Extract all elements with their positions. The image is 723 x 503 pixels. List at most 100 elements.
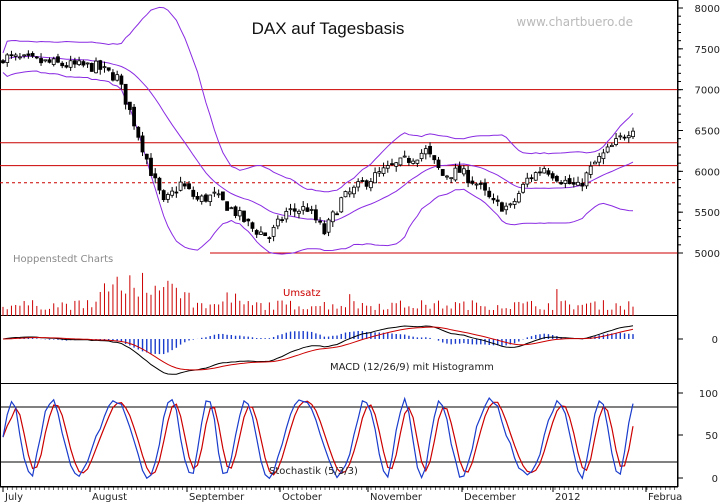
candle-body xyxy=(237,210,242,217)
candle-body xyxy=(47,59,52,63)
candle-body xyxy=(161,190,166,201)
x-tick-label: Februa xyxy=(648,492,682,503)
candle-body xyxy=(292,208,297,212)
y-tick-label: 6500 xyxy=(695,127,720,138)
candle-body xyxy=(445,175,449,178)
candle-body xyxy=(5,54,10,63)
candle-body xyxy=(487,190,492,198)
candle-body xyxy=(559,182,564,185)
candle-body xyxy=(119,75,124,85)
x-tick-label: 2012 xyxy=(555,492,580,503)
candle-body xyxy=(157,177,162,191)
candle-body xyxy=(432,155,437,161)
candle-body xyxy=(132,106,136,127)
candle-body xyxy=(550,173,555,179)
candle-body xyxy=(368,181,373,189)
candle-body xyxy=(144,153,149,160)
price-panel-frame xyxy=(0,0,678,316)
candle-body xyxy=(525,177,530,185)
y-tick-label: 6000 xyxy=(695,167,720,178)
candle-body xyxy=(81,61,86,66)
macd-line xyxy=(2,325,634,375)
candle-body xyxy=(576,181,580,186)
macd-panel-frame xyxy=(0,315,678,384)
candle-body xyxy=(339,197,344,213)
y-tick-label: 5500 xyxy=(695,208,720,219)
candle-body xyxy=(127,101,132,110)
candle-body xyxy=(504,205,509,211)
candle-body xyxy=(343,191,348,198)
candle-body xyxy=(622,136,627,139)
candle-body xyxy=(516,193,521,203)
candle-body xyxy=(216,193,221,196)
candle-body xyxy=(271,226,276,237)
candle-body xyxy=(297,210,301,214)
candle-body xyxy=(309,209,314,211)
x-tick-label: August xyxy=(92,492,127,503)
candle-body xyxy=(618,135,623,138)
candle-body xyxy=(571,182,576,185)
candle-body xyxy=(208,194,213,203)
candle-body xyxy=(390,163,394,166)
candle-body xyxy=(415,159,420,164)
candle-body xyxy=(440,169,445,176)
candle-body xyxy=(254,230,259,235)
candle-body xyxy=(187,183,191,190)
candle-body xyxy=(34,56,39,59)
candle-body xyxy=(495,199,500,202)
candle-body xyxy=(318,220,323,223)
watermark: www.chartbuero.de xyxy=(516,15,633,29)
candle-body xyxy=(106,67,111,71)
candle-body xyxy=(233,206,238,216)
candle-body xyxy=(123,83,128,105)
candle-body xyxy=(593,161,597,165)
candle-body xyxy=(275,218,280,227)
volume-label: Umsatz xyxy=(283,288,321,299)
candle-body xyxy=(22,54,27,57)
candle-body xyxy=(140,135,145,153)
candle-body xyxy=(352,186,356,195)
stoch-tick-label: 100 xyxy=(699,389,718,400)
candle-body xyxy=(423,148,428,155)
candle-body xyxy=(115,74,120,81)
candle-body xyxy=(9,54,14,57)
candle-body xyxy=(364,180,369,187)
candle-body xyxy=(533,172,538,181)
candle-body xyxy=(360,180,365,182)
candle-body xyxy=(85,62,90,65)
candle-body xyxy=(288,208,293,211)
stoch-tick-label: 50 xyxy=(705,431,718,442)
candle-body xyxy=(474,183,479,186)
candle-body xyxy=(584,172,589,187)
candle-body xyxy=(567,178,572,185)
candle-body xyxy=(356,181,361,188)
y-tick-label: 8000 xyxy=(695,4,720,15)
candle-body xyxy=(77,60,82,66)
candle-body xyxy=(398,157,403,166)
candle-body xyxy=(56,56,60,63)
candle-body xyxy=(178,181,183,191)
candle-body xyxy=(111,72,115,81)
candle-body xyxy=(18,56,22,59)
x-tick-label: November xyxy=(370,492,423,503)
candle-body xyxy=(305,207,310,212)
candle-body xyxy=(60,62,65,67)
candle-body xyxy=(263,232,268,237)
candle-body xyxy=(407,157,411,163)
candle-body xyxy=(542,168,547,174)
candle-body xyxy=(347,191,352,195)
candle-body xyxy=(102,66,107,69)
candle-body xyxy=(597,155,602,163)
candle-body xyxy=(89,63,94,72)
candle-body xyxy=(377,171,382,174)
candle-body xyxy=(588,165,593,175)
candle-body xyxy=(402,155,407,158)
candle-body xyxy=(512,200,517,205)
candle-body xyxy=(546,170,551,175)
candle-body xyxy=(313,209,318,221)
y-tick-label: 7000 xyxy=(695,86,720,97)
candle-body xyxy=(436,159,441,169)
candle-body xyxy=(165,194,170,200)
candle-body xyxy=(449,177,454,180)
y-tick-label: 5000 xyxy=(695,249,720,260)
